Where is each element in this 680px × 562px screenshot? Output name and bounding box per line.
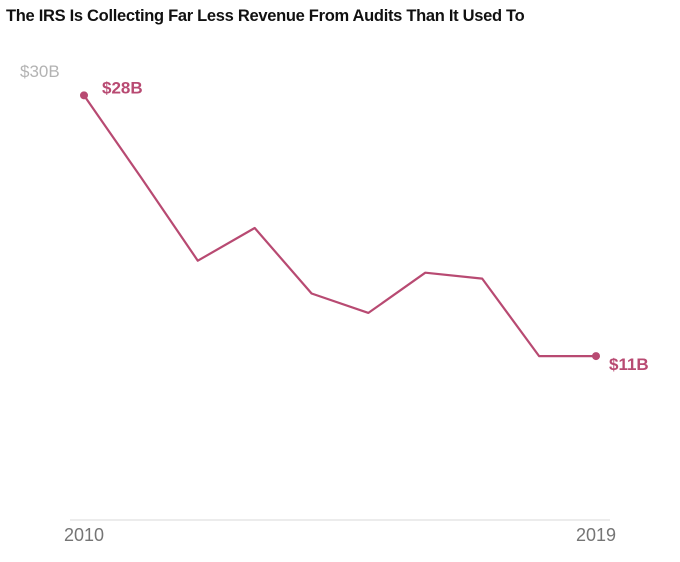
series-line xyxy=(82,94,598,358)
chart-title: The IRS Is Collecting Far Less Revenue F… xyxy=(6,7,525,25)
data-label-start: $28B xyxy=(102,78,143,97)
data-label-end: $11B xyxy=(609,355,649,374)
x-tick-label: 2019 xyxy=(576,525,616,545)
x-tick-label: 2010 xyxy=(64,525,104,545)
data-point-end xyxy=(592,352,600,361)
data-point-start xyxy=(80,91,88,100)
y-tick-label: $30B xyxy=(20,62,60,81)
